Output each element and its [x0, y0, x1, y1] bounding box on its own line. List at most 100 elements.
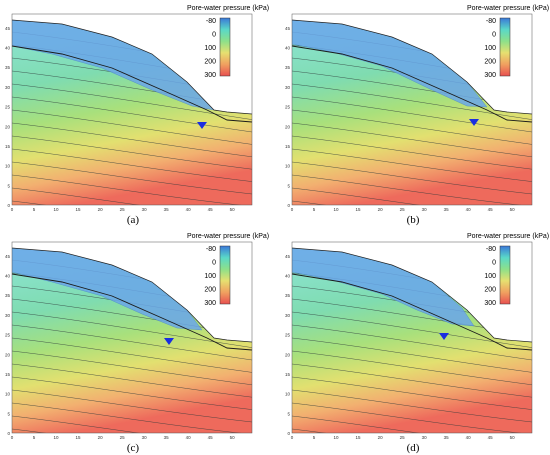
y-tick-label: 15	[5, 372, 11, 377]
contour-line	[12, 187, 252, 205]
y-tick-label: 45	[5, 254, 11, 259]
legend-title: Pore-water pressure (kPa)	[187, 5, 270, 12]
legend-value: 300	[484, 300, 496, 307]
x-tick-label: 25	[120, 435, 126, 440]
y-tick-label: 35	[5, 65, 11, 70]
y-tick-label: 40	[5, 274, 11, 279]
contour-line	[12, 350, 252, 386]
contour-line	[12, 337, 252, 373]
slip-line	[291, 273, 533, 351]
y-tick-label: 5	[287, 411, 290, 416]
panel-c: 0 5 10 15 20 25 30 35 40 45 0 5 10 15 20 25 30 35 40 45 50 -8…	[2, 230, 269, 454]
x-tick-label: 30	[142, 435, 148, 440]
y-tick-label: 35	[285, 293, 291, 298]
y-tick-label: 10	[285, 392, 291, 397]
legend-value: -80	[486, 246, 496, 253]
x-tick-label: 0	[11, 435, 14, 440]
x-tick-label: 30	[142, 207, 148, 212]
x-tick-label: 50	[230, 207, 236, 212]
y-tick-label: 15	[285, 144, 291, 149]
contour-line	[12, 161, 252, 195]
contour-line	[12, 109, 252, 145]
surface-line	[291, 19, 533, 115]
x-tick-label: 10	[334, 207, 340, 212]
legend-value: -80	[206, 18, 216, 25]
x-tick-label: 25	[120, 207, 126, 212]
x-tick-label: 10	[334, 435, 340, 440]
panel-plot: 0 5 10 15 20 25 30 35 40 45 0 5 10 15 20 25 30 35 40 45 50 -8…	[5, 241, 253, 440]
x-tick-label: 30	[422, 207, 428, 212]
panel-label: (a)	[126, 214, 140, 226]
contour-line	[12, 363, 252, 398]
legend-value: 100	[484, 45, 496, 52]
x-tick-label: 40	[186, 435, 192, 440]
y-tick-label: 5	[7, 183, 10, 188]
panel-plot: 0 5 10 15 20 25 30 35 40 45 0 5 10 15 20 25 30 35 40 45 50 -8…	[5, 13, 253, 212]
legend-colorbar	[499, 17, 511, 77]
x-tick-label: 15	[356, 207, 362, 212]
x-tick-label: 35	[164, 435, 170, 440]
contour-line	[292, 174, 532, 205]
contour-line	[292, 428, 532, 433]
plot-frame	[11, 13, 253, 206]
x-tick-label: 20	[98, 435, 104, 440]
contour-line	[12, 428, 252, 433]
legend-colorbar	[499, 245, 511, 305]
x-tick-label: 10	[54, 207, 60, 212]
y-tick-label: 20	[5, 352, 11, 357]
legend-title: Pore-water pressure (kPa)	[467, 233, 550, 240]
legend-value: 300	[204, 72, 216, 79]
contour-line	[12, 148, 252, 182]
contour-line	[12, 200, 252, 205]
y-tick-label: 30	[5, 85, 11, 90]
slip-line	[11, 273, 253, 351]
x-tick-label: 45	[488, 435, 494, 440]
y-tick-label: 45	[285, 26, 291, 31]
panel-d: 0 5 10 15 20 25 30 35 40 45 0 5 10 15 20 25 30 35 40 45 50 -8…	[282, 230, 549, 454]
y-tick-label: 0	[287, 203, 290, 208]
y-tick-label: 30	[285, 313, 291, 318]
contour-line	[292, 389, 532, 423]
x-tick-label: 25	[400, 207, 406, 212]
legend-value: 0	[492, 260, 496, 267]
contour-line	[12, 96, 252, 133]
contour-line	[12, 324, 252, 361]
inverted-triangle-icon	[197, 122, 207, 129]
x-tick-label: 5	[313, 435, 316, 440]
x-tick-label: 40	[186, 207, 192, 212]
y-tick-label: 35	[285, 65, 291, 70]
contour-line	[292, 109, 532, 145]
legend-value: -80	[206, 246, 216, 253]
x-tick-label: 5	[33, 435, 36, 440]
x-tick-label: 40	[466, 435, 472, 440]
contour-line	[12, 83, 252, 120]
y-tick-label: 40	[5, 46, 11, 51]
y-tick-label: 15	[285, 372, 291, 377]
legend-colorbar	[219, 245, 231, 305]
contour-line	[12, 135, 252, 170]
y-tick-label: 10	[285, 164, 291, 169]
contour-line	[292, 161, 532, 195]
x-tick-label: 30	[422, 435, 428, 440]
contour-line	[292, 135, 532, 170]
inverted-triangle-icon	[469, 119, 479, 126]
y-tick-label: 40	[285, 46, 291, 51]
contour-line	[292, 122, 532, 158]
legend-title: Pore-water pressure (kPa)	[187, 233, 270, 240]
x-tick-label: 45	[488, 207, 494, 212]
y-tick-label: 15	[5, 144, 11, 149]
y-tick-label: 0	[7, 431, 10, 436]
x-tick-label: 45	[208, 207, 214, 212]
contour-line	[12, 174, 252, 205]
legend-value: 200	[204, 59, 216, 66]
plot-frame	[291, 241, 533, 434]
y-tick-label: 5	[7, 411, 10, 416]
y-tick-label: 30	[5, 313, 11, 318]
x-tick-label: 15	[356, 435, 362, 440]
contour-line	[292, 337, 532, 373]
legend-value: 200	[484, 59, 496, 66]
y-tick-label: 30	[285, 85, 291, 90]
x-tick-label: 35	[164, 207, 170, 212]
y-tick-label: 45	[285, 254, 291, 259]
y-tick-label: 20	[285, 124, 291, 129]
